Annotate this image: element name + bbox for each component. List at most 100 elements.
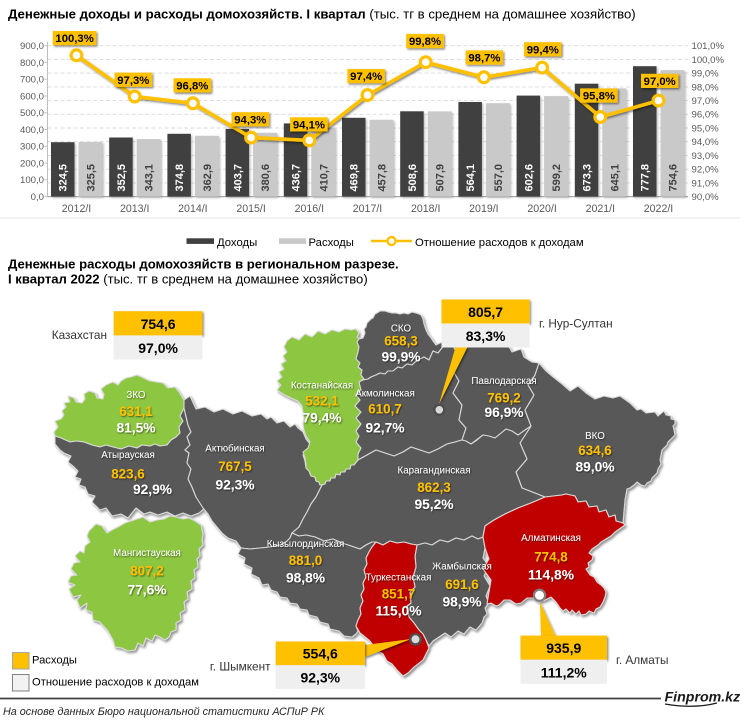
svg-text:98,9%: 98,9% — [442, 595, 481, 610]
svg-text:ВКО: ВКО — [585, 431, 605, 442]
svg-text:2015/I: 2015/I — [236, 203, 265, 215]
svg-text:99,9%: 99,9% — [381, 350, 420, 365]
svg-text:100,0%: 100,0% — [692, 55, 725, 66]
svg-text:436,7: 436,7 — [291, 164, 303, 192]
svg-text:380,6: 380,6 — [260, 164, 272, 192]
svg-text:2020/I: 2020/I — [527, 203, 556, 215]
svg-text:94,0%: 94,0% — [692, 137, 720, 148]
svg-text:Алматинская: Алматинская — [521, 533, 581, 544]
svg-text:469,8: 469,8 — [349, 164, 361, 192]
svg-text:691,6: 691,6 — [445, 577, 479, 592]
svg-text:2014/I: 2014/I — [178, 203, 207, 215]
svg-text:97,0%: 97,0% — [138, 340, 178, 356]
svg-text:100,3%: 100,3% — [55, 33, 93, 45]
svg-text:99,4%: 99,4% — [527, 44, 559, 56]
svg-text:Finprom.kz: Finprom.kz — [665, 690, 740, 706]
svg-text:769,2: 769,2 — [487, 391, 521, 406]
svg-text:343,1: 343,1 — [144, 164, 156, 192]
svg-text:500,0: 500,0 — [20, 108, 44, 119]
svg-text:92,7%: 92,7% — [365, 421, 404, 436]
svg-text:Денежные доходы и расходы домо: Денежные доходы и расходы домохозяйств. … — [8, 7, 636, 22]
svg-text:532,1: 532,1 — [305, 394, 339, 409]
svg-text:403,7: 403,7 — [232, 164, 244, 192]
svg-text:600,0: 600,0 — [20, 91, 44, 102]
svg-text:95,2%: 95,2% — [414, 497, 453, 512]
svg-text:352,5: 352,5 — [116, 164, 128, 192]
svg-text:92,3%: 92,3% — [215, 478, 254, 493]
svg-text:91,0%: 91,0% — [692, 178, 720, 189]
svg-text:I квартал 2022 (тыс. тг в сред: I квартал 2022 (тыс. тг в среднем на дом… — [8, 272, 368, 287]
svg-text:Расходы: Расходы — [32, 655, 77, 667]
svg-text:2013/I: 2013/I — [120, 203, 149, 215]
svg-text:0,0: 0,0 — [31, 192, 44, 203]
svg-text:800,0: 800,0 — [20, 58, 44, 69]
svg-text:508,6: 508,6 — [407, 164, 419, 192]
svg-text:Денежные расходы домохозяйств: Денежные расходы домохозяйств в регионал… — [8, 257, 399, 272]
svg-text:2012/I: 2012/I — [62, 203, 91, 215]
svg-text:90,0%: 90,0% — [692, 192, 720, 203]
svg-text:658,3: 658,3 — [384, 334, 418, 349]
svg-text:Акмолинская: Акмолинская — [355, 389, 415, 400]
svg-text:631,1: 631,1 — [119, 404, 153, 419]
svg-text:99,0%: 99,0% — [692, 69, 720, 80]
svg-text:324,5: 324,5 — [58, 164, 70, 192]
svg-text:767,5: 767,5 — [218, 459, 252, 474]
svg-text:г. Нур-Султан: г. Нур-Султан — [539, 316, 613, 330]
svg-text:94,3%: 94,3% — [234, 114, 266, 126]
svg-text:81,5%: 81,5% — [116, 421, 155, 436]
svg-text:Кызылординская: Кызылординская — [267, 539, 345, 550]
svg-text:99,8%: 99,8% — [409, 36, 441, 48]
svg-text:79,4%: 79,4% — [302, 411, 341, 426]
svg-text:95,8%: 95,8% — [583, 91, 615, 103]
svg-text:96,0%: 96,0% — [692, 110, 720, 121]
svg-text:862,3: 862,3 — [417, 480, 451, 495]
svg-text:97,4%: 97,4% — [350, 71, 382, 83]
svg-text:Отношение расходов к доходам: Отношение расходов к доходам — [415, 237, 584, 249]
svg-text:673,3: 673,3 — [582, 164, 594, 192]
svg-text:2017/I: 2017/I — [353, 203, 382, 215]
svg-text:805,7: 805,7 — [468, 304, 503, 320]
svg-text:97,0%: 97,0% — [692, 96, 720, 107]
svg-text:ЗКО: ЗКО — [126, 390, 146, 401]
svg-text:101,0%: 101,0% — [692, 41, 725, 52]
svg-text:115,0%: 115,0% — [375, 604, 421, 619]
svg-text:599,2: 599,2 — [551, 164, 563, 192]
svg-text:2018/I: 2018/I — [411, 203, 440, 215]
svg-text:Отношение расходов к доходам: Отношение расходов к доходам — [32, 677, 199, 689]
svg-text:92,0%: 92,0% — [692, 165, 720, 176]
svg-text:610,7: 610,7 — [368, 402, 402, 417]
svg-text:754,6: 754,6 — [668, 164, 680, 192]
svg-text:557,0: 557,0 — [493, 164, 505, 192]
svg-text:Расходы: Расходы — [309, 237, 354, 249]
svg-text:700,0: 700,0 — [20, 75, 44, 86]
svg-text:881,0: 881,0 — [289, 553, 323, 568]
svg-text:410,7: 410,7 — [318, 164, 330, 192]
svg-text:2016/I: 2016/I — [295, 203, 324, 215]
svg-text:92,3%: 92,3% — [300, 669, 340, 685]
svg-text:83,3%: 83,3% — [466, 328, 506, 344]
svg-text:97,0%: 97,0% — [644, 76, 676, 88]
svg-text:111,2%: 111,2% — [541, 664, 587, 680]
svg-text:93,0%: 93,0% — [692, 151, 720, 162]
svg-text:554,6: 554,6 — [303, 646, 338, 662]
svg-text:823,6: 823,6 — [111, 467, 145, 482]
svg-text:Доходы: Доходы — [217, 237, 257, 249]
svg-text:200,0: 200,0 — [20, 159, 44, 170]
svg-text:95,0%: 95,0% — [692, 123, 720, 134]
svg-text:98,8%: 98,8% — [286, 571, 325, 586]
svg-text:2022/I: 2022/I — [644, 203, 673, 215]
svg-text:900,0: 900,0 — [20, 41, 44, 52]
svg-text:2021/I: 2021/I — [586, 203, 615, 215]
svg-text:Жамбылская: Жамбылская — [432, 562, 492, 573]
svg-text:114,8%: 114,8% — [528, 568, 574, 583]
svg-text:г. Алматы: г. Алматы — [616, 653, 668, 667]
svg-text:777,8: 777,8 — [640, 164, 652, 192]
svg-text:602,6: 602,6 — [523, 164, 535, 192]
svg-text:Казахстан: Казахстан — [52, 328, 107, 342]
svg-text:634,6: 634,6 — [578, 443, 612, 458]
svg-text:100,0: 100,0 — [20, 175, 44, 186]
svg-text:Костанайская: Костанайская — [291, 381, 353, 392]
svg-text:Атырауская: Атырауская — [101, 450, 155, 461]
svg-text:Карагандинская: Карагандинская — [397, 466, 470, 477]
svg-text:807,2: 807,2 — [130, 564, 164, 579]
